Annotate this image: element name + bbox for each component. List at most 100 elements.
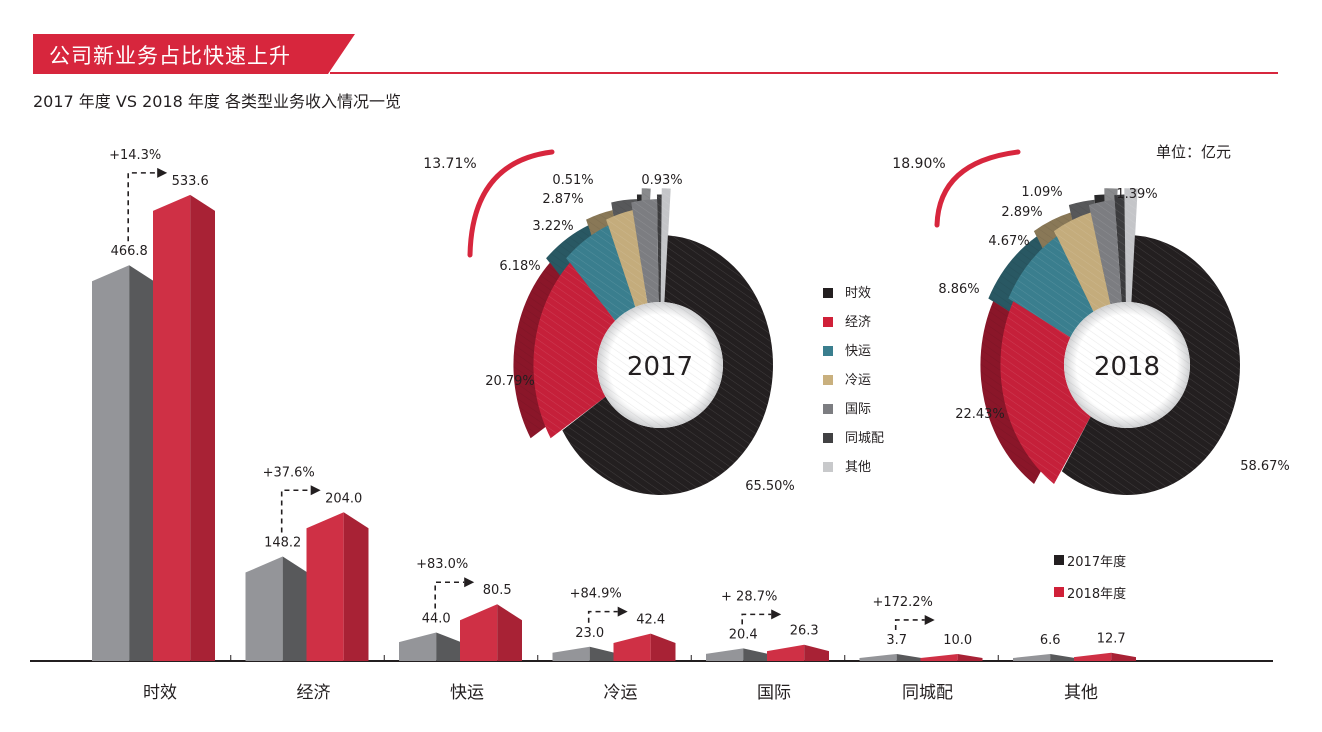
x-tick-label: 同城配 [902, 683, 953, 703]
bar-2017-front [245, 556, 283, 661]
growth-arrow-line [741, 613, 772, 625]
legend-swatch-icon [823, 433, 833, 443]
donut-slice-hatch [1124, 188, 1138, 303]
x-tick-label: 快运 [450, 683, 484, 703]
x-tick-label: 冷运 [604, 683, 638, 703]
legend-swatch-icon [823, 375, 833, 385]
legend-swatch-icon [823, 404, 833, 414]
growth-label: +172.2% [872, 595, 932, 610]
donut-slice-hatch [1000, 301, 1091, 484]
donut-hole-hatch [597, 302, 723, 428]
legend-swatch-icon [823, 462, 833, 472]
donut-slice-label: 3.22% [532, 219, 573, 234]
x-tick-label: 时效 [143, 683, 177, 703]
legend-label: 时效 [845, 286, 872, 301]
new-business-arc [934, 149, 1021, 228]
bar-2017-side [436, 632, 461, 661]
new-business-share-label: 18.90% [892, 156, 945, 172]
bar-2018-value-label: 42.4 [636, 613, 665, 628]
page-title: 公司新业务占比快速上升 [49, 44, 291, 68]
bar-2017-value-label: 466.8 [111, 244, 148, 259]
pie-charts: 2017 65.50% 20.79% 6.18% 3.22% 2.87% 0.51% 0.93… [423, 149, 1290, 496]
legend-swatch-icon [823, 317, 833, 327]
bar-2017-value-label: 44.0 [422, 611, 451, 626]
donut-slice-label: 0.51% [552, 173, 593, 188]
bar-2018-side [497, 604, 522, 661]
legend-swatch-icon [823, 346, 833, 356]
bar-2018-side [190, 194, 215, 661]
growth-label: +14.3% [109, 148, 161, 163]
donut-center-year: 2017 [627, 352, 693, 382]
bar-2018-value-label: 204.0 [325, 491, 362, 506]
bar-2018-value-label: 26.3 [790, 624, 819, 639]
bar-2018-front [460, 604, 498, 661]
donut-slice-hatch [631, 199, 659, 304]
title-banner-shape [33, 34, 355, 74]
donut-slice-label: 2.89% [1001, 205, 1042, 220]
new-business-arc [467, 149, 555, 258]
bar-2018-front [306, 512, 344, 661]
bar-chart: 时效 466.8 533.6 +14.3% 经济 148.2 204.0 +37.6% 快运 44… [30, 148, 1273, 703]
bar-2017-value-label: 20.4 [729, 627, 758, 642]
growth-label: + 28.7% [721, 589, 777, 604]
donut-slice-label: 58.67% [1240, 459, 1290, 474]
bar-2018-front [613, 633, 651, 661]
growth-arrow-line [280, 489, 311, 533]
growth-arrow-icon [924, 614, 935, 625]
growth-arrow-line [587, 610, 618, 623]
donut-hole-hatch [1064, 302, 1190, 428]
bar-2017-value-label: 3.7 [886, 633, 907, 648]
legend-label: 快运 [845, 344, 872, 359]
bar-2017-value-label: 6.6 [1040, 633, 1061, 648]
bar-2018-value-label: 80.5 [483, 583, 512, 598]
donut-chart-2017: 2017 65.50% 20.79% 6.18% 3.22% 2.87% 0.51% 0.93… [423, 149, 795, 495]
bar-2018-front [153, 194, 191, 661]
bar-2018-front [1074, 652, 1112, 661]
bar-2017-side [282, 556, 308, 661]
donut-slice-hatch [1061, 235, 1241, 496]
bar-2017-front [859, 653, 897, 661]
donut-slice-label: 1.39% [1116, 187, 1157, 202]
legend-label: 同城配 [845, 431, 885, 446]
title-underline [330, 72, 1278, 74]
growth-arrow-icon [310, 485, 321, 496]
bar-2017-front [552, 646, 590, 661]
donut-slice-label: 4.67% [988, 234, 1029, 249]
donut-slice-label: 2.87% [542, 192, 583, 207]
donut-chart-2018: 2018 58.67% 22.43% 8.86% 4.67% 2.89% 1.09% 1.39… [892, 149, 1290, 496]
donut-slice-hatch [660, 188, 671, 303]
chart-subtitle: 2017 年度 VS 2018 年度 各类型业务收入情况一览 [33, 92, 401, 111]
bar-2018-front [767, 644, 805, 661]
bar-2017-side [589, 646, 615, 661]
growth-arrow-icon [464, 577, 475, 588]
legend-label: 经济 [845, 315, 872, 330]
bar-2018-value-label: 10.0 [943, 633, 972, 648]
bar-2018-side [650, 633, 676, 661]
bar-2017-front [1013, 653, 1051, 661]
bar-2018-side [804, 644, 829, 661]
donut-slice-hatch [606, 210, 648, 308]
bar-2017-value-label: 148.2 [264, 536, 301, 551]
growth-arrow-icon [771, 609, 782, 620]
bar-2018-front [920, 653, 958, 661]
donut-slice-label: 8.86% [938, 282, 979, 297]
x-tick-label: 经济 [297, 683, 331, 703]
bar-2017-front [399, 632, 437, 661]
new-business-share-label: 13.71% [423, 156, 476, 172]
donut-slice-hatch [1008, 236, 1094, 338]
donut-slice-hatch [533, 262, 616, 439]
growth-arrow-icon [617, 606, 628, 617]
growth-arrow-line [434, 581, 465, 609]
donut-slice-hatch [1114, 194, 1126, 303]
legend-swatch-icon [1054, 587, 1064, 597]
growth-label: +37.6% [263, 465, 315, 480]
growth-label: +83.0% [416, 557, 468, 572]
donut-slice-label: 1.09% [1021, 185, 1062, 200]
legend-swatch-icon [823, 288, 833, 298]
bar-2017-side [896, 653, 922, 661]
growth-arrow-line [894, 619, 925, 630]
bar-2018-value-label: 533.6 [172, 174, 209, 189]
unit-label: 单位：亿元 [1156, 143, 1232, 161]
title-banner: 公司新业务占比快速上升 [33, 34, 355, 74]
